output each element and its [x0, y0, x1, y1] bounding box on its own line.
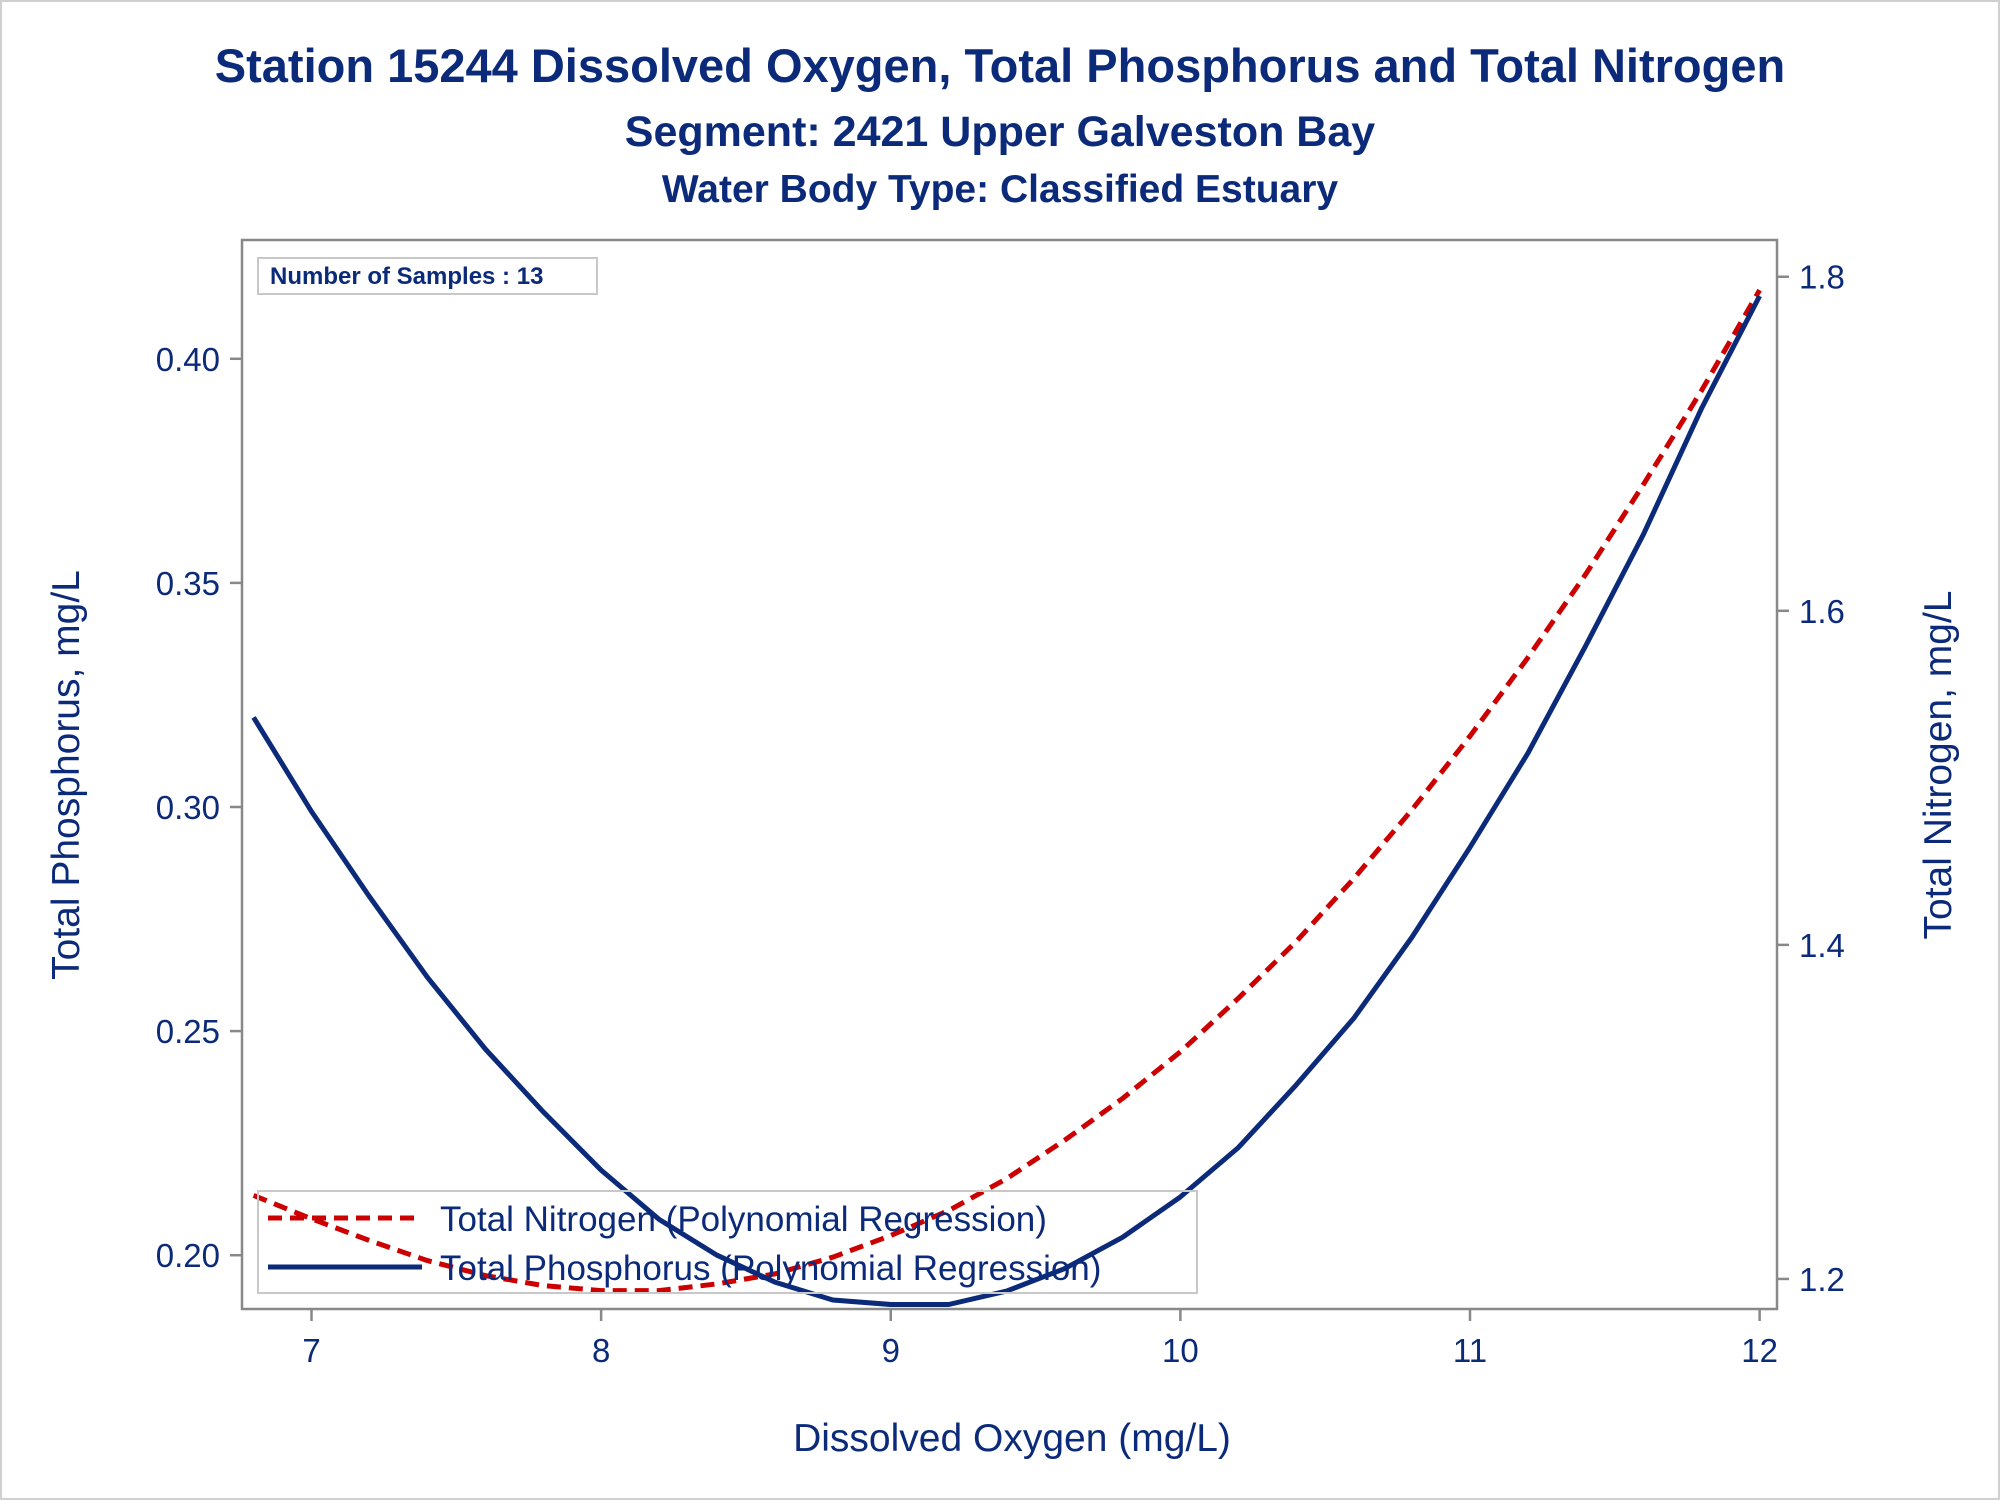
x-tick-label: 10 [1162, 1332, 1199, 1369]
y-tick-label-left: 0.20 [156, 1237, 220, 1274]
y-tick-label-right: 1.2 [1799, 1261, 1845, 1298]
legend-box [257, 1190, 1198, 1294]
sample-count-text: Number of Samples : 13 [270, 263, 543, 290]
y-tick-label-right: 1.6 [1799, 593, 1845, 630]
sample-count-box [257, 257, 598, 295]
chart-title: Station 15244 Dissolved Oxygen, Total Ph… [214, 39, 1786, 92]
y-tick-label-left: 0.25 [156, 1013, 220, 1050]
sample-count-annotation: Number of Samples : 13 [257, 257, 598, 295]
legend-nitrogen-label: Total Nitrogen (Polynomial Regression) [440, 1200, 1047, 1239]
y-tick-label-left: 0.40 [156, 341, 220, 378]
chart-subtitle-waterbody: Water Body Type: Classified Estuary [661, 168, 1339, 211]
legend-phosphorus-label: Total Phosphorus (Polynomial Regression) [440, 1249, 1101, 1288]
y-axis-label-right: Total Nitrogen, mg/L [1917, 590, 1960, 939]
x-tick-label: 11 [1453, 1332, 1487, 1369]
y-tick-label-left: 0.35 [156, 565, 220, 602]
axes-layer: 7 8 9 10 11 12 0.20 0.25 0.30 0.35 0.40 1.2 1.4 1.6 1.… [156, 259, 1845, 1369]
y-tick-label-right: 1.4 [1799, 927, 1845, 964]
y-tick-label-left: 0.30 [156, 789, 220, 826]
series-layer [251, 288, 1762, 1307]
y-tick-label-right: 1.8 [1799, 259, 1845, 296]
legend: Total Nitrogen (Polynomial Regression) T… [257, 1190, 1198, 1294]
x-axis-label: Dissolved Oxygen (mg/L) [793, 1417, 1231, 1460]
chart-subtitle-segment: Segment: 2421 Upper Galveston Bay [624, 108, 1376, 156]
x-tick-label: 12 [1741, 1332, 1778, 1369]
nitrogen-series-line [252, 288, 1762, 1294]
plot-area [240, 238, 1779, 1311]
phosphorus-series-line [251, 294, 1762, 1307]
x-tick-label: 7 [302, 1332, 320, 1369]
y-axis-label-left: Total Phosphorus, mg/L [45, 570, 88, 980]
x-tick-label: 8 [592, 1332, 610, 1369]
x-tick-label: 9 [882, 1332, 900, 1369]
